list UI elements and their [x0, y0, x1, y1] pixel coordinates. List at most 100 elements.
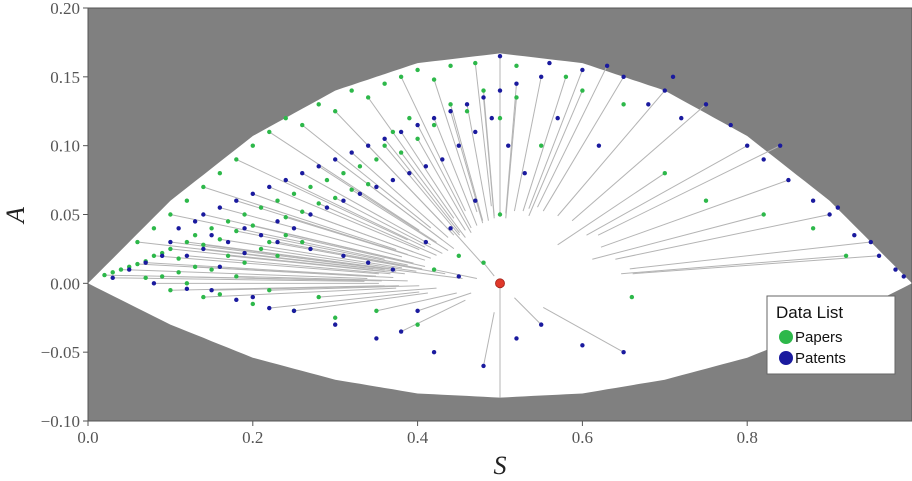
papers-point: [250, 143, 255, 148]
papers-point: [151, 226, 157, 231]
x-axis: 0.0 0.2 0.4 0.6 0.8: [77, 421, 758, 447]
papers-point: [448, 102, 453, 107]
papers-point: [382, 143, 387, 148]
patents-point: [580, 67, 585, 73]
patents-point: [662, 88, 667, 93]
patents-point: [209, 288, 214, 293]
patents-point: [217, 205, 223, 210]
connector-line: [384, 138, 461, 234]
papers-point: [374, 308, 379, 314]
patents-point: [835, 205, 841, 210]
papers-point: [497, 212, 503, 217]
y-tick-label: 0.15: [50, 68, 80, 87]
connector-line: [528, 69, 583, 209]
papers-point: [300, 209, 305, 214]
patents-point: [333, 322, 338, 327]
patents-point: [827, 212, 832, 217]
connector-line: [474, 63, 492, 207]
papers-point: [217, 292, 223, 297]
patents-point: [357, 191, 363, 197]
patents-point: [555, 115, 560, 121]
papers-point: [703, 198, 709, 203]
papers-point: [300, 122, 305, 128]
connector-line: [203, 248, 397, 272]
patents-point: [168, 239, 173, 245]
papers-point: [357, 164, 363, 169]
patents-point: [275, 219, 280, 224]
connector-line: [586, 145, 748, 236]
patents-point: [201, 246, 206, 252]
patents-point: [473, 198, 478, 203]
connector-line: [236, 158, 408, 241]
papers-point: [258, 205, 264, 210]
patents-point: [349, 150, 354, 155]
papers-point: [267, 288, 272, 293]
connector-line: [236, 200, 408, 255]
papers-point: [481, 88, 486, 93]
papers-point: [365, 95, 371, 100]
papers-point: [184, 198, 190, 203]
connector-line: [537, 65, 608, 208]
papers-point: [225, 219, 231, 224]
connector-line: [433, 117, 478, 226]
papers-point: [184, 281, 190, 286]
papers-point: [481, 260, 486, 265]
patents-point: [786, 177, 791, 183]
connector-line: [120, 269, 368, 280]
patents-point: [184, 253, 190, 258]
connector-line: [466, 104, 489, 221]
connector-line: [392, 269, 463, 280]
patents-point: [777, 143, 783, 148]
y-tick-label: 0.20: [50, 0, 80, 18]
reference-point: [495, 278, 505, 289]
papers-point: [514, 95, 519, 100]
papers-point: [843, 253, 849, 258]
patents-point: [316, 164, 321, 169]
connector-line: [269, 291, 420, 309]
patents-point: [398, 329, 404, 334]
patents-point: [415, 122, 420, 128]
patents-point: [415, 308, 420, 314]
papers-point: [217, 237, 223, 242]
connector-line: [195, 266, 394, 279]
x-tick-label: 0.6: [572, 428, 593, 447]
patents-point: [481, 363, 486, 369]
papers-point: [662, 171, 667, 176]
connector-line: [285, 234, 426, 267]
patents-point: [440, 157, 445, 162]
papers-point: [209, 226, 214, 231]
papers-point: [398, 150, 404, 155]
patents-point: [234, 198, 239, 203]
patents-point: [382, 136, 387, 141]
connector-line: [629, 241, 871, 270]
papers-point: [431, 267, 437, 272]
patents-point: [728, 122, 733, 128]
patents-point: [341, 253, 346, 258]
connector-line: [293, 292, 428, 312]
papers-point: [176, 270, 181, 275]
connector-line: [277, 241, 423, 270]
patents-point: [283, 177, 288, 183]
patents-point: [143, 260, 148, 265]
connector-line: [228, 255, 405, 275]
patents-point: [497, 88, 503, 93]
connector-line: [528, 90, 583, 217]
patents-point: [745, 143, 750, 148]
patents-point: [398, 129, 404, 135]
papers-point: [349, 187, 354, 192]
x-axis-label: S: [494, 451, 507, 480]
papers-point: [333, 195, 338, 201]
connector-line: [417, 138, 472, 233]
connector-line: [505, 97, 517, 219]
patents-point: [258, 232, 264, 238]
papers-point: [283, 215, 288, 220]
connector-line: [376, 292, 457, 312]
patents-point: [176, 226, 181, 231]
patents-point: [514, 336, 519, 341]
connector-line: [400, 152, 466, 238]
papers-point: [192, 264, 198, 270]
patents-point: [481, 95, 486, 100]
patents-point: [217, 264, 223, 270]
patents-point: [431, 115, 437, 121]
patents-point: [209, 232, 214, 238]
